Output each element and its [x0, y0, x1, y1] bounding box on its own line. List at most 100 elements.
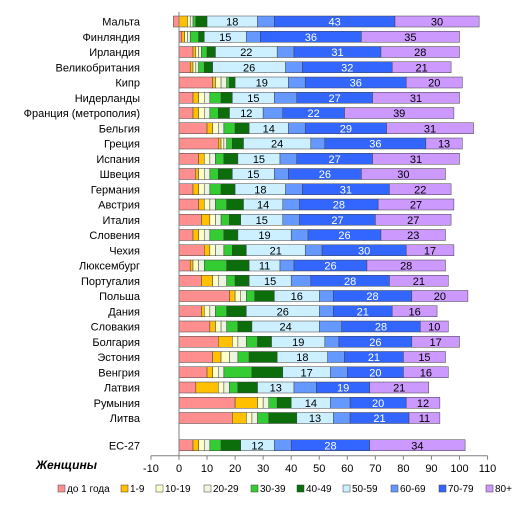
x-tick-label: 20	[229, 463, 241, 475]
data-label: 20	[369, 367, 381, 379]
bar-segment	[192, 107, 199, 119]
bar-segment	[192, 92, 199, 104]
data-label: 11	[419, 413, 430, 425]
category-label: Кипр	[115, 78, 140, 90]
data-label: 13	[270, 383, 282, 395]
bar-segment	[178, 397, 236, 409]
bar-segment	[215, 320, 222, 333]
bar-segment	[220, 320, 227, 333]
bar-segment	[403, 351, 446, 363]
legend-item: 70-79	[438, 484, 474, 495]
category-label: Нидерланды	[75, 93, 140, 105]
bar-segment	[209, 92, 222, 104]
bar-segment	[232, 137, 244, 150]
bar-segment	[330, 366, 348, 378]
category-label: Чехия	[109, 245, 140, 257]
bar-segment	[319, 290, 334, 302]
bar-segment	[209, 439, 222, 451]
bar-segment	[288, 122, 306, 134]
bar-segment	[178, 259, 191, 272]
bar-segment	[198, 92, 205, 104]
data-label: 22	[414, 184, 426, 196]
bar-segment	[178, 107, 194, 119]
bar-segment	[198, 229, 205, 241]
bar-segment	[372, 153, 460, 165]
bar-segment	[279, 153, 298, 165]
bar-segment	[369, 381, 429, 394]
bar-segment	[389, 183, 452, 195]
category-label: Люксембург	[79, 261, 140, 273]
bar-segment	[394, 15, 480, 28]
data-label: 29	[340, 123, 352, 135]
legend-item: 50-59	[342, 484, 378, 495]
bar-segment	[204, 259, 227, 272]
x-tick-label: 10	[201, 463, 213, 475]
bar-segment	[212, 122, 219, 134]
data-label: 31	[410, 93, 422, 105]
legend-item: 20-29	[203, 484, 239, 495]
bar-segment	[178, 366, 208, 378]
bar-segment	[257, 336, 272, 348]
bar-segment	[425, 137, 463, 150]
bar-segment	[240, 290, 247, 302]
data-label: 26	[319, 169, 331, 181]
bar-segment	[361, 31, 460, 43]
bar-segment	[189, 61, 194, 73]
bar-segment	[333, 412, 351, 424]
bar-segment	[206, 366, 213, 378]
bar-segment	[204, 168, 211, 180]
bar-segment	[178, 412, 233, 424]
bar-segment	[229, 381, 239, 394]
bar-segment	[246, 31, 261, 43]
bar-segment	[178, 15, 188, 28]
data-label: 17	[424, 245, 436, 257]
x-tick-label: 30	[257, 463, 269, 475]
category-label: Венгрия	[98, 367, 140, 379]
bar-segment	[288, 76, 306, 89]
bar-segment	[246, 336, 258, 348]
bar-segment	[206, 122, 213, 134]
legend-item: 60-69	[390, 484, 426, 495]
data-label: 12	[417, 398, 429, 410]
bar-segment	[262, 107, 284, 119]
bar-segment	[173, 15, 180, 28]
bar-segment	[212, 366, 219, 378]
bar-segment	[285, 61, 303, 73]
bar-segment	[212, 76, 216, 89]
bar-segment	[212, 351, 222, 363]
data-label: 31	[331, 47, 343, 59]
data-label: 21	[413, 276, 425, 288]
bar-segment	[178, 76, 213, 89]
bar-segment	[218, 107, 230, 119]
data-label: 28	[414, 47, 426, 59]
bar-segment	[209, 229, 225, 241]
legend-swatch	[57, 484, 66, 493]
legend-swatch	[250, 484, 259, 493]
data-label: 26	[243, 62, 255, 74]
legend-label: 10-19	[165, 484, 191, 495]
data-label: 21	[270, 245, 282, 257]
data-label: 13	[438, 139, 450, 151]
data-label: 27	[407, 215, 419, 227]
x-tick-label: 90	[425, 463, 437, 475]
bar-segment	[178, 214, 202, 226]
bar-segment	[198, 198, 205, 211]
legend-swatch	[155, 484, 164, 493]
bar-segment	[192, 183, 199, 195]
data-label: 27	[329, 93, 341, 105]
bar-segment	[178, 92, 194, 104]
bar-segment	[212, 275, 219, 287]
data-label: 13	[309, 413, 321, 425]
bar-segment	[178, 153, 199, 165]
data-label: 36	[305, 32, 317, 44]
x-axis-label: Женщины	[35, 458, 98, 472]
bar-segment	[198, 168, 205, 180]
category-label: Литва	[110, 413, 141, 425]
bar-segment	[229, 351, 239, 363]
bar-segment	[223, 244, 233, 256]
bar-segment	[220, 92, 233, 104]
legend-item: 40-49	[296, 484, 332, 495]
bar-segment	[215, 244, 225, 256]
data-label: 15	[264, 276, 276, 288]
category-label: Италия	[103, 215, 141, 227]
